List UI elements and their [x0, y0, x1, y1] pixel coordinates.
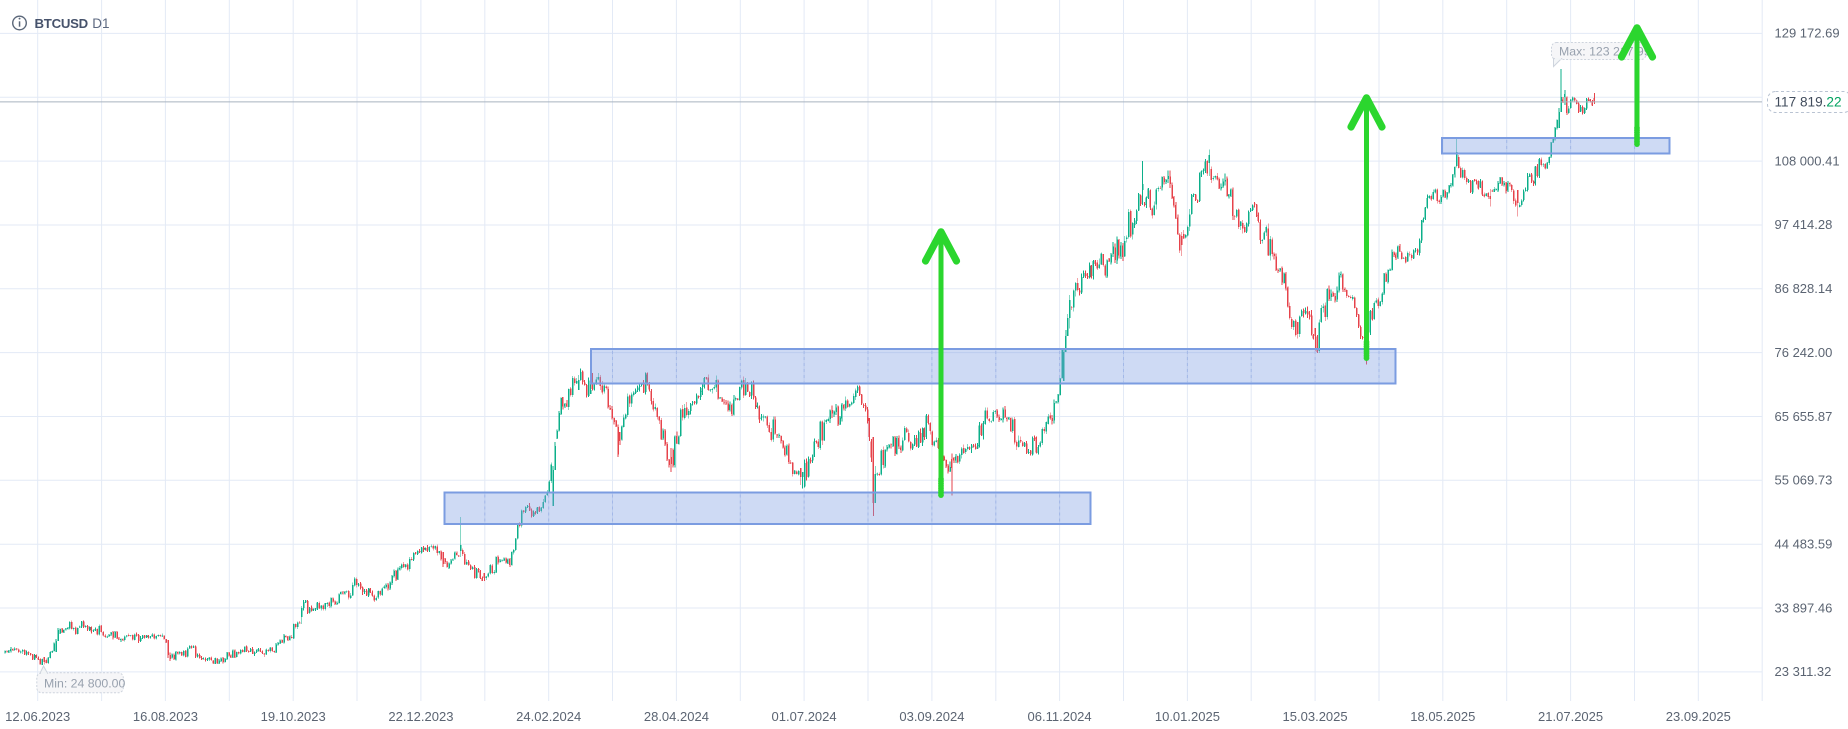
svg-text:86 828.14: 86 828.14 — [1775, 281, 1833, 296]
svg-text:19.10.2023: 19.10.2023 — [261, 709, 326, 724]
svg-text:D1: D1 — [92, 16, 109, 31]
svg-text:BTCUSD: BTCUSD — [35, 16, 88, 31]
svg-text:03.09.2024: 03.09.2024 — [899, 709, 964, 724]
svg-text:76 242.00: 76 242.00 — [1775, 345, 1833, 360]
svg-text:16.08.2023: 16.08.2023 — [133, 709, 198, 724]
svg-text:21.07.2025: 21.07.2025 — [1538, 709, 1603, 724]
svg-text:23.09.2025: 23.09.2025 — [1666, 709, 1731, 724]
svg-text:55 069.73: 55 069.73 — [1775, 473, 1833, 488]
svg-text:129 172.69: 129 172.69 — [1775, 26, 1840, 41]
svg-text:Min: 24 800.00: Min: 24 800.00 — [44, 676, 126, 690]
svg-text:10.01.2025: 10.01.2025 — [1155, 709, 1220, 724]
svg-text:23 311.32: 23 311.32 — [1775, 664, 1832, 679]
svg-text:22.12.2023: 22.12.2023 — [388, 709, 453, 724]
svg-text:01.07.2024: 01.07.2024 — [772, 709, 837, 724]
svg-text:108 000.41: 108 000.41 — [1775, 153, 1840, 168]
svg-text:33 897.46: 33 897.46 — [1775, 600, 1833, 615]
svg-text:117 819.22: 117 819.22 — [1775, 94, 1842, 109]
svg-text:28.04.2024: 28.04.2024 — [644, 709, 709, 724]
svg-text:24.02.2024: 24.02.2024 — [516, 709, 581, 724]
svg-text:12.06.2023: 12.06.2023 — [5, 709, 70, 724]
svg-text:18.05.2025: 18.05.2025 — [1410, 709, 1475, 724]
svg-text:15.03.2025: 15.03.2025 — [1283, 709, 1348, 724]
svg-text:06.11.2024: 06.11.2024 — [1028, 709, 1092, 724]
svg-text:97 414.28: 97 414.28 — [1775, 217, 1833, 232]
svg-text:65 655.87: 65 655.87 — [1775, 409, 1833, 424]
svg-text:44 483.59: 44 483.59 — [1775, 537, 1833, 552]
